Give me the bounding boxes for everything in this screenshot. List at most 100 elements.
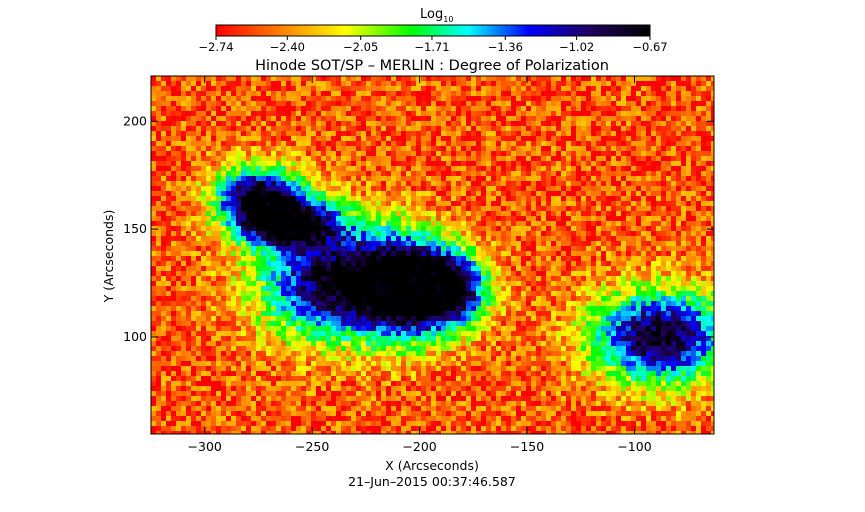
heatmap-cell <box>711 266 714 272</box>
heatmap-cell <box>186 261 192 267</box>
heatmap-cell <box>621 241 627 247</box>
heatmap-cell <box>681 266 687 272</box>
heatmap-cell <box>541 216 547 222</box>
heatmap-cell <box>546 276 552 282</box>
heatmap-cell <box>251 186 257 192</box>
heatmap-cell <box>421 261 427 267</box>
heatmap-cell <box>526 121 532 127</box>
heatmap-cell <box>236 126 242 132</box>
heatmap-cell <box>246 216 252 222</box>
heatmap-cell <box>691 106 697 112</box>
heatmap-cell <box>446 256 452 262</box>
heatmap-cell <box>541 226 547 232</box>
heatmap-cell <box>236 206 242 212</box>
heatmap-cell <box>651 136 657 142</box>
heatmap-cell <box>511 221 517 227</box>
heatmap-cell <box>511 256 517 262</box>
heatmap-cell <box>596 166 602 172</box>
heatmap-cell <box>226 281 232 287</box>
heatmap-cell <box>366 106 372 112</box>
heatmap-cell <box>301 251 307 257</box>
heatmap-cell <box>611 226 617 232</box>
heatmap-cell <box>266 121 272 127</box>
heatmap-cell <box>356 176 362 182</box>
heatmap-cell <box>691 186 697 192</box>
heatmap-cell <box>311 111 317 117</box>
heatmap-cell <box>181 286 187 292</box>
heatmap-cell <box>501 211 507 217</box>
heatmap-cell <box>381 186 387 192</box>
heatmap-cell <box>596 161 602 167</box>
heatmap-cell <box>616 96 622 102</box>
heatmap-cell <box>501 96 507 102</box>
heatmap-cell <box>331 191 337 197</box>
heatmap-cell <box>676 126 682 132</box>
heatmap-cell <box>671 216 677 222</box>
heatmap-cell <box>416 261 422 267</box>
heatmap-cell <box>266 186 272 192</box>
heatmap-cell <box>696 146 702 152</box>
heatmap-cell <box>651 256 657 262</box>
heatmap-cell <box>331 266 337 272</box>
heatmap-cell <box>621 251 627 257</box>
heatmap-cell <box>591 181 597 187</box>
heatmap-cell <box>156 261 162 267</box>
heatmap-cell <box>211 151 217 157</box>
heatmap-cell <box>561 81 567 87</box>
heatmap-cell <box>406 81 412 87</box>
heatmap-cell <box>346 201 352 207</box>
heatmap-cell <box>241 86 247 92</box>
heatmap-cell <box>421 166 427 172</box>
heatmap-cell <box>356 161 362 167</box>
heatmap-cell <box>681 181 687 187</box>
heatmap-cell <box>481 171 487 177</box>
heatmap-cell <box>581 226 587 232</box>
heatmap-cell <box>346 286 352 292</box>
heatmap-cell <box>441 241 447 247</box>
heatmap-cell <box>646 231 652 237</box>
heatmap-cell <box>636 276 642 282</box>
heatmap-cell <box>671 136 677 142</box>
heatmap-cell <box>371 286 377 292</box>
heatmap-cell <box>596 276 602 282</box>
heatmap-cell <box>421 96 427 102</box>
heatmap-cell <box>496 106 502 112</box>
heatmap-cell <box>631 191 637 197</box>
heatmap-cell <box>486 171 492 177</box>
heatmap-cell <box>506 176 512 182</box>
heatmap-cell <box>321 106 327 112</box>
heatmap-cell <box>426 81 432 87</box>
heatmap-cell <box>411 106 417 112</box>
heatmap-cell <box>391 236 397 242</box>
heatmap-cell <box>316 176 322 182</box>
heatmap-cell <box>581 246 587 252</box>
heatmap-cell <box>476 251 482 257</box>
heatmap-cell <box>666 166 672 172</box>
heatmap-cell <box>486 96 492 102</box>
heatmap-cell <box>586 201 592 207</box>
heatmap-cell <box>536 146 542 152</box>
heatmap-cell <box>296 191 302 197</box>
heatmap-cell <box>436 111 442 117</box>
heatmap-cell <box>336 266 342 272</box>
heatmap-cell <box>491 256 497 262</box>
heatmap-cell <box>301 186 307 192</box>
heatmap-cell <box>181 116 187 122</box>
heatmap-cell <box>436 286 442 292</box>
heatmap-cell <box>546 271 552 277</box>
heatmap-cell <box>526 86 532 92</box>
heatmap-cell <box>156 101 162 107</box>
heatmap-cell <box>421 121 427 127</box>
heatmap-cell <box>251 141 257 147</box>
heatmap-cell <box>306 211 312 217</box>
heatmap-cell <box>236 151 242 157</box>
heatmap-cell <box>356 261 362 267</box>
heatmap-cell <box>446 86 452 92</box>
heatmap-cell <box>536 106 542 112</box>
heatmap-cell <box>501 246 507 252</box>
heatmap-cell <box>421 141 427 147</box>
heatmap-cell <box>586 181 592 187</box>
heatmap-cell <box>646 166 652 172</box>
heatmap-cell <box>286 136 292 142</box>
heatmap-cell <box>711 271 714 277</box>
